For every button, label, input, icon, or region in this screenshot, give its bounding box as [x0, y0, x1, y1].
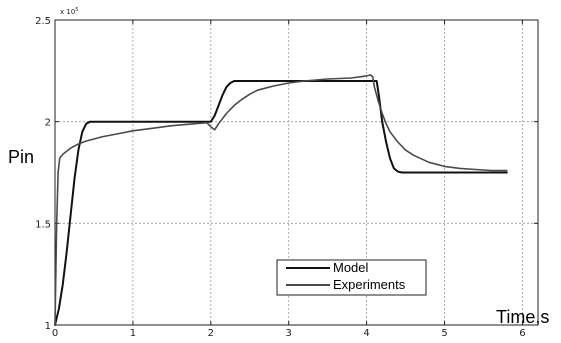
plot-frame — [54, 19, 539, 326]
x-tick-label: 5 — [441, 328, 447, 339]
axis-ticks: 0 1 2 3 4 5 611.522.5 — [35, 16, 538, 339]
y-exponent-power: 5 — [75, 7, 78, 13]
y-tick-label: 2.5 — [35, 16, 51, 27]
y-exponent-label: x 105 — [60, 7, 78, 16]
series-line-experiments — [54, 74, 508, 326]
series-line-model — [54, 80, 508, 326]
x-tick-label: 0 — [52, 328, 58, 339]
x-tick-label: 3 — [286, 328, 292, 339]
y-tick-label: 1.5 — [35, 219, 51, 230]
x-tick-label: 6 — [519, 328, 525, 339]
y-tick-label: 2 — [45, 118, 51, 129]
y-axis-label: Pin — [8, 147, 34, 167]
x-tick-label: 2 — [208, 328, 214, 339]
legend: Model Experiments — [276, 259, 427, 296]
x-tick-label: 1 — [130, 328, 136, 339]
x-tick-label: 4 — [363, 328, 369, 339]
y-exponent-base: x 10 — [60, 8, 75, 16]
series-lines — [54, 74, 508, 326]
x-axis-label: Time,s — [496, 307, 549, 327]
legend-label-experiments: Experiments — [333, 277, 406, 292]
legend-box — [276, 259, 427, 296]
y-tick-label: 1 — [45, 321, 51, 332]
legend-label-model: Model — [333, 260, 369, 275]
